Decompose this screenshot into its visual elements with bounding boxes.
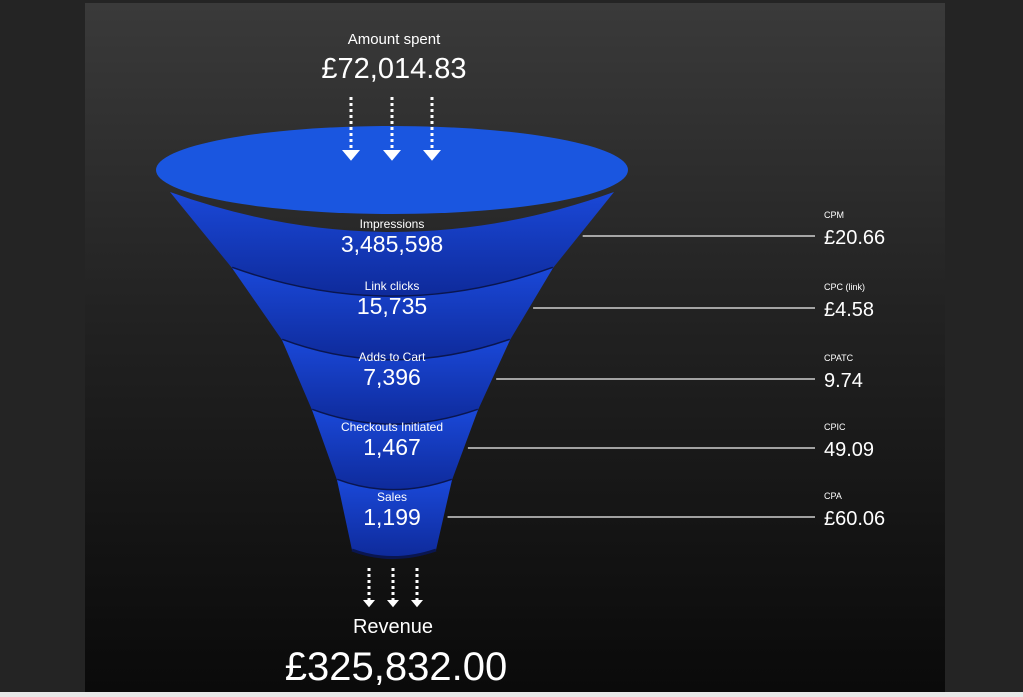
stage-label: Adds to Cart [359, 350, 426, 364]
stage-value: 3,485,598 [341, 231, 443, 257]
metric-value: 9.74 [824, 370, 863, 392]
funnel-band-4 [337, 480, 452, 558]
stage-label: Impressions [360, 217, 425, 231]
arrow-down-icon [363, 600, 375, 608]
funnel-top-ellipse [156, 126, 628, 214]
stage-label: Checkouts Initiated [341, 420, 443, 434]
revenue-value: £325,832.00 [285, 645, 507, 689]
band-separator [231, 266, 554, 299]
arrow-down-icon [342, 150, 360, 161]
amount-spent-label: Amount spent [348, 31, 441, 48]
funnel-band-3 [312, 410, 478, 491]
band-separator [351, 548, 437, 560]
metric-value: £60.06 [824, 508, 885, 530]
revenue-label: Revenue [353, 616, 433, 638]
metric-value: £20.66 [824, 227, 885, 249]
stage-value: 1,199 [363, 504, 421, 530]
arrow-down-icon [423, 150, 441, 161]
metric-value: 49.09 [824, 439, 874, 461]
amount-spent-value: £72,014.83 [321, 53, 466, 85]
metric-label: CPC (link) [824, 282, 865, 292]
funnel-band-2 [282, 340, 510, 425]
metric-label: CPATC [824, 353, 854, 363]
stage-label: Link clicks [365, 279, 420, 293]
band-separator [336, 478, 453, 492]
metric-label: CPM [824, 210, 844, 220]
metric-value: £4.58 [824, 299, 874, 321]
arrow-down-icon [411, 600, 423, 608]
metric-label: CPA [824, 491, 842, 501]
stage-label: Sales [377, 490, 407, 504]
funnel-panel [85, 3, 945, 692]
funnel-band-0 [170, 192, 614, 297]
arrow-down-icon [383, 150, 401, 161]
stage-value: 15,735 [357, 293, 427, 319]
stage-value: 7,396 [363, 364, 421, 390]
bottom-strip [0, 692, 1023, 697]
stage-value: 1,467 [363, 434, 421, 460]
arrow-down-icon [387, 600, 399, 608]
metric-label: CPIC [824, 422, 846, 432]
funnel-band-1 [232, 268, 553, 361]
